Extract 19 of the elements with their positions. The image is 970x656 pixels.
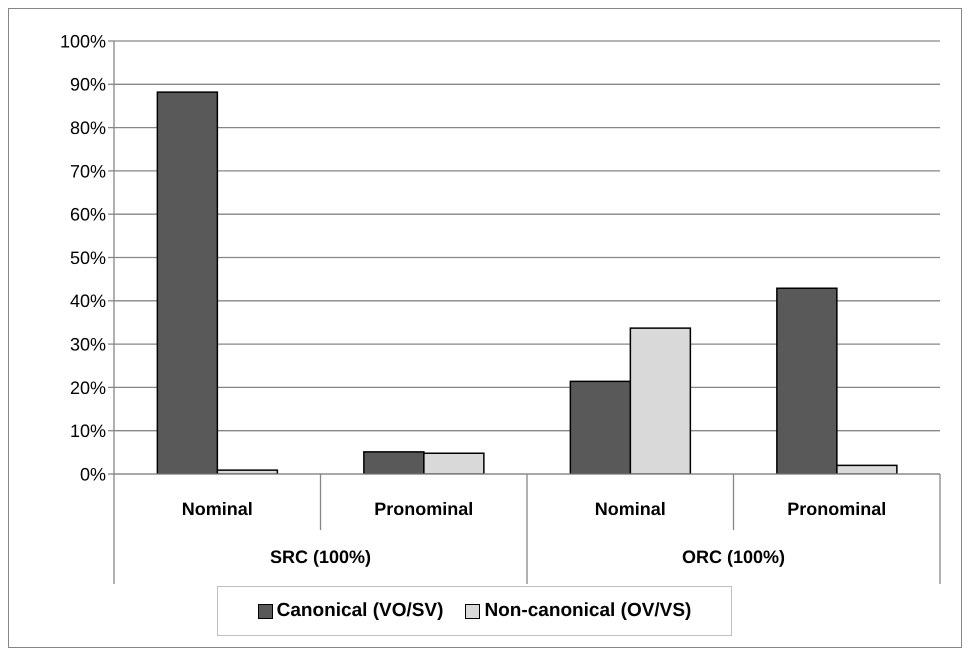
y-tick-label: 100%	[60, 31, 106, 52]
x-tick-label: Nominal	[182, 498, 253, 519]
y-tick-label: 40%	[70, 291, 106, 312]
y-tick-label: 90%	[70, 74, 106, 95]
y-tick-label: 70%	[70, 161, 106, 182]
x-tick-label: Nominal	[594, 498, 666, 519]
y-tick-label: 50%	[70, 248, 106, 268]
text: ORC (100%)	[682, 547, 786, 567]
legend-label: Non-canonical (OV/VS)	[484, 600, 692, 622]
y-tick-label: 60%	[70, 204, 106, 225]
y-tick-label: 10%	[70, 421, 106, 442]
legend-label: Canonical (VO/SV)	[276, 600, 444, 622]
x-tick-label: Pronominal	[787, 498, 886, 519]
y-tick-label: 0%	[80, 464, 106, 484]
x-tick-label: Pronominal	[374, 498, 474, 519]
y-tick-label: 20%	[70, 378, 106, 398]
y-tick-label: 80%	[70, 118, 106, 138]
y-tick-label: 30%	[70, 334, 106, 354]
text: SRC (100%)	[270, 547, 372, 567]
